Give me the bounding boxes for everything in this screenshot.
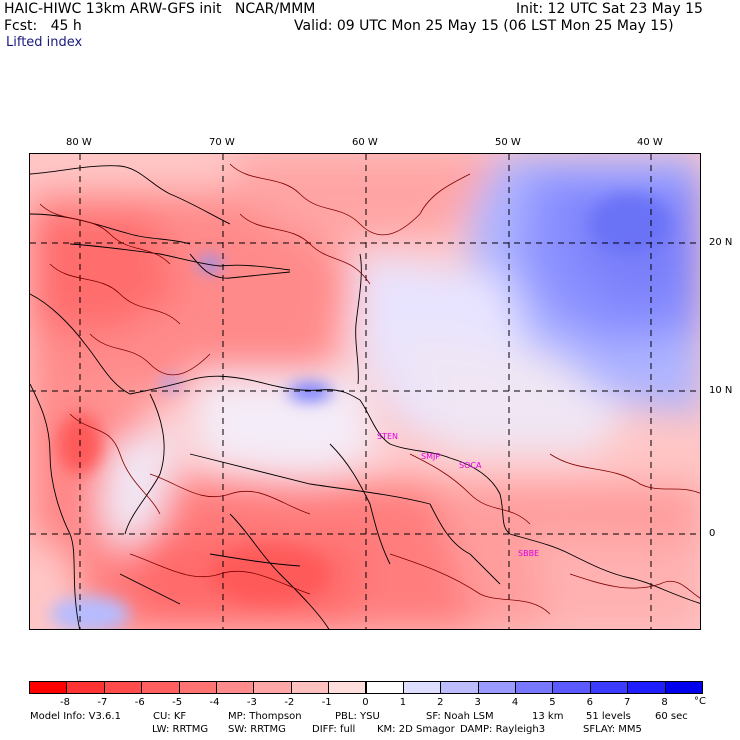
- colorbar-cell: [178, 681, 217, 694]
- station-label: SMJP: [421, 452, 441, 461]
- colorbar-cell: [627, 681, 666, 694]
- station-label: SOCA: [459, 461, 482, 470]
- colorbar-cell: [253, 681, 292, 694]
- model-info-item: 13 km: [532, 711, 564, 722]
- colorbar-cell: [552, 681, 591, 694]
- station-label: SBBE: [518, 549, 540, 558]
- field-shading: [30, 154, 700, 629]
- header-title: HAIC-HIWC 13km ARW-GFS init NCAR/MMM: [4, 1, 316, 17]
- model-info-item: DIFF: full: [312, 724, 356, 735]
- model-info-item: KM: 2D Smagor: [377, 724, 455, 735]
- colorbar-cell: [440, 681, 479, 694]
- model-info-item: 51 levels: [586, 711, 631, 722]
- colorbar-cell: [29, 681, 68, 694]
- colorbar-tick-label: 1: [399, 697, 407, 708]
- colorbar-tick-label: -3: [246, 697, 257, 708]
- colorbar-cell: [328, 681, 367, 694]
- header-valid-time: Valid: 09 UTC Mon 25 May 15 (06 LST Mon …: [294, 18, 674, 34]
- colorbar-cell: [589, 681, 629, 694]
- colorbar-tick-label: -6: [134, 697, 145, 708]
- colorbar-cell: [402, 681, 442, 694]
- lat-label-0: 0: [709, 528, 716, 539]
- lon-label-80w: 80 W: [66, 137, 92, 148]
- contours: [39, 163, 700, 615]
- lat-label-10n: 10 N: [709, 385, 733, 396]
- colorbar-tick-label: -8: [59, 697, 70, 708]
- model-info-item: MP: Thompson: [228, 711, 302, 722]
- lon-label-60w: 60 W: [352, 137, 378, 148]
- colorbar-cell: [290, 681, 330, 694]
- model-info-item: SW: RRTMG: [228, 724, 286, 735]
- map-panel: [29, 153, 701, 630]
- colorbar-tick-label: 6: [586, 697, 593, 708]
- model-info-item: LW: RRTMG: [152, 724, 209, 735]
- colorbar-cell: [141, 681, 180, 694]
- colorbar-cell: [103, 681, 143, 694]
- colorbar-tick-label: 0: [362, 697, 369, 708]
- lon-label-70w: 70 W: [209, 137, 235, 148]
- colorbar-tick-label: 8: [661, 697, 668, 708]
- model-info-item: DAMP: Rayleigh3: [460, 724, 546, 735]
- colorbar-cell: [365, 681, 404, 694]
- field-name: Lifted index: [6, 35, 83, 50]
- colorbar-tick-label: -7: [97, 697, 108, 708]
- colorbar-cell: [66, 681, 105, 694]
- lifted-index-map: [30, 154, 700, 629]
- lat-label-20n: 20 N: [709, 237, 733, 248]
- colorbar-cell: [477, 681, 517, 694]
- model-info-item: Model Info: V3.6.1: [30, 711, 121, 722]
- colorbar-tick-label: 3: [474, 697, 481, 708]
- lon-label-50w: 50 W: [495, 137, 521, 148]
- colorbar-cell: [215, 681, 255, 694]
- colorbar-tick-label: 2: [437, 697, 444, 708]
- colorbar: [29, 681, 703, 695]
- colorbar-cell: [664, 681, 703, 694]
- model-info-item: PBL: YSU: [335, 711, 380, 722]
- colorbar-tick-label: -1: [321, 697, 332, 708]
- lat-lon-grid: [30, 154, 700, 629]
- header-init-time: Init: 12 UTC Sat 23 May 15: [516, 1, 703, 17]
- header-forecast-hour: Fcst: 45 h: [4, 18, 82, 34]
- lon-label-40w: 40 W: [637, 137, 663, 148]
- model-info-item: SF: Noah LSM: [426, 711, 494, 722]
- station-label: STEN: [377, 432, 399, 441]
- colorbar-tick-label: 7: [624, 697, 631, 708]
- model-info-item: CU: KF: [153, 711, 187, 722]
- colorbar-unit: °C: [694, 696, 706, 707]
- colorbar-tick-label: -2: [284, 697, 295, 708]
- colorbar-tick-label: -5: [172, 697, 183, 708]
- colorbar-tick-label: 5: [549, 697, 556, 708]
- colorbar-cell: [515, 681, 554, 694]
- colorbar-tick-label: 4: [511, 697, 519, 708]
- coastlines: [30, 165, 700, 629]
- colorbar-tick-label: -4: [209, 697, 220, 708]
- model-info-item: 60 sec: [655, 711, 688, 722]
- model-info-item: SFLAY: MM5: [583, 724, 642, 735]
